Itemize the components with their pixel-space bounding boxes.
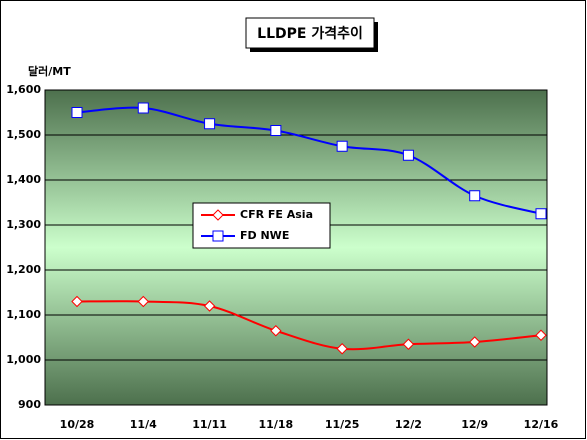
- point: [137, 102, 149, 114]
- y-tick-label: 1,400: [6, 173, 41, 186]
- point: [270, 125, 282, 136]
- x-tick-label: 11/4: [130, 418, 157, 431]
- y-tick-label: 900: [18, 398, 41, 411]
- x-tick-label: 10/28: [60, 418, 95, 431]
- point: [270, 325, 282, 337]
- point: [469, 336, 481, 348]
- legend-marker: [212, 209, 224, 221]
- x-tick-label: 12/16: [524, 418, 559, 431]
- x-tick-label: 11/25: [325, 418, 360, 431]
- series-line: [76, 106, 542, 215]
- x-tick-label: 11/18: [259, 418, 294, 431]
- legend-label: CFR FE Asia: [240, 208, 313, 221]
- legend-marker: [212, 230, 224, 242]
- title-box: [245, 17, 375, 49]
- point: [469, 190, 481, 202]
- y-tick-label: 1,200: [6, 263, 41, 276]
- x-tick-label: 11/11: [192, 418, 227, 431]
- point: [402, 149, 414, 161]
- point: [71, 295, 83, 308]
- point: [204, 118, 216, 130]
- point: [336, 140, 348, 152]
- point: [535, 329, 547, 341]
- point: [203, 300, 216, 312]
- legend-label: FD NWE: [240, 229, 289, 242]
- point: [336, 343, 348, 355]
- point: [402, 338, 415, 350]
- x-tick-label: 12/9: [461, 418, 488, 431]
- point: [137, 295, 149, 308]
- point: [71, 107, 83, 118]
- legend: [192, 202, 331, 249]
- chart-title: LLDPE 가격추이: [257, 25, 363, 42]
- y-tick-label: 1,100: [6, 308, 41, 321]
- series-line: [76, 300, 542, 351]
- point: [535, 208, 547, 220]
- y-tick-label: 1,600: [6, 83, 41, 96]
- y-tick-label: 1,000: [6, 353, 41, 366]
- y-tick-label: 1,500: [6, 128, 41, 141]
- x-tick-label: 12/2: [395, 418, 422, 431]
- y-tick-label: 1,300: [6, 218, 41, 231]
- y-axis-label: 달러/MT: [28, 64, 71, 78]
